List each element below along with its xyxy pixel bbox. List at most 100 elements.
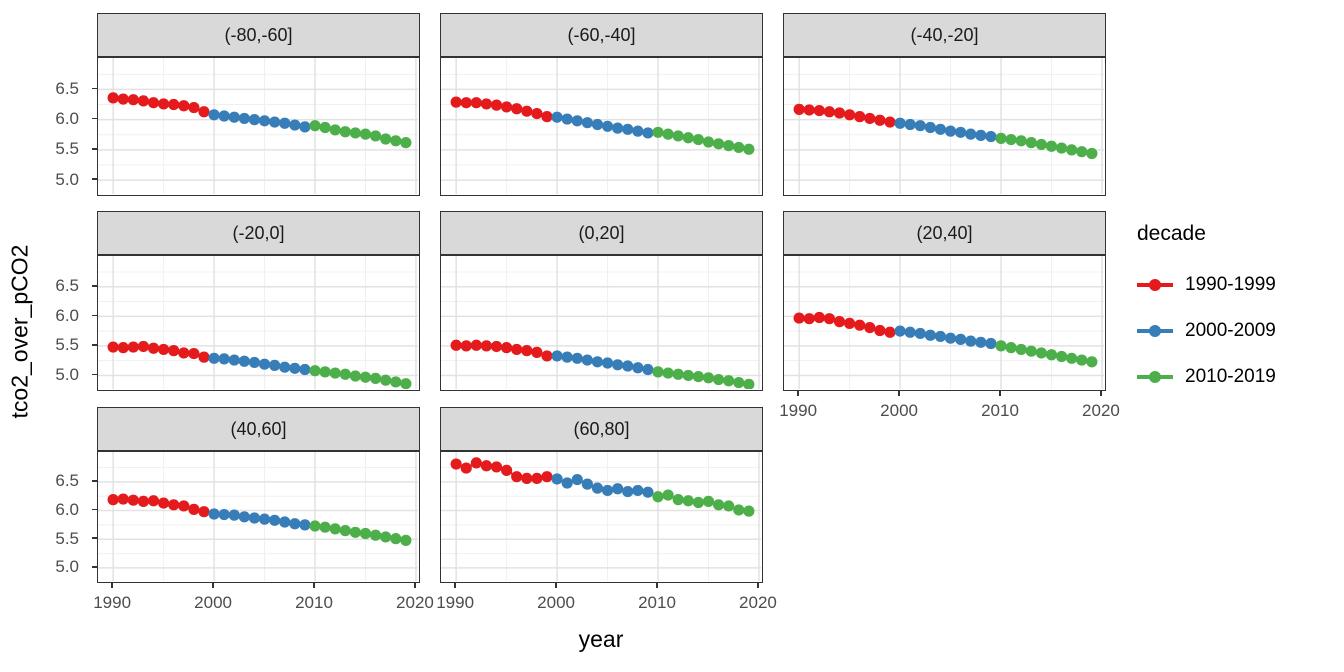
facet-plot-area xyxy=(98,256,418,389)
data-point xyxy=(712,499,725,511)
y-tick-label: 6.0 xyxy=(55,500,79,520)
data-point xyxy=(924,121,936,134)
y-tick-label: 5.0 xyxy=(55,557,79,577)
data-point xyxy=(511,343,523,356)
data-point xyxy=(339,368,351,380)
data-point xyxy=(985,337,997,350)
data-point xyxy=(107,92,119,104)
x-axis-title: year xyxy=(578,626,624,652)
y-tick-mark xyxy=(92,480,97,482)
data-point xyxy=(672,368,684,380)
data-point xyxy=(864,321,876,334)
data-point xyxy=(1055,350,1068,363)
x-tick-label: 2010 xyxy=(981,401,1019,420)
data-point xyxy=(218,110,230,122)
x-tick-label: 2010 xyxy=(295,593,333,612)
data-point xyxy=(1045,349,1058,361)
data-point xyxy=(158,98,170,110)
data-point xyxy=(551,473,563,485)
data-point xyxy=(390,533,402,545)
legend-label: 2010-2019 xyxy=(1185,366,1276,387)
facet-plot-area xyxy=(98,58,418,194)
data-point xyxy=(450,96,462,108)
data-point xyxy=(501,464,513,476)
data-point xyxy=(258,513,271,525)
y-tick-label: 5.0 xyxy=(55,364,79,384)
data-point xyxy=(127,494,139,506)
data-point xyxy=(924,329,936,341)
facet-strip: (-20,0] xyxy=(97,211,420,255)
data-point xyxy=(632,125,644,137)
data-point xyxy=(228,354,240,366)
data-point xyxy=(662,128,674,140)
data-point xyxy=(147,342,160,354)
data-point xyxy=(359,128,372,140)
facet-strip: (60,80] xyxy=(440,407,763,451)
data-point xyxy=(712,138,725,150)
data-point xyxy=(228,509,240,521)
data-point xyxy=(1066,144,1078,156)
facet-plot-area xyxy=(784,58,1104,194)
data-point xyxy=(521,345,533,357)
data-point xyxy=(460,462,472,474)
data-point xyxy=(289,362,301,374)
data-point xyxy=(339,126,351,138)
data-point xyxy=(531,346,543,358)
data-point xyxy=(541,350,553,362)
data-point xyxy=(632,362,644,374)
data-point xyxy=(188,347,200,360)
facet-panel xyxy=(440,451,763,583)
data-point xyxy=(571,352,583,364)
data-point xyxy=(995,132,1007,144)
data-point xyxy=(329,124,341,136)
data-point xyxy=(995,340,1007,352)
data-point xyxy=(400,137,412,149)
data-point xyxy=(1045,140,1058,152)
legend-key-2000-2009-icon xyxy=(1137,318,1173,344)
data-point xyxy=(329,523,341,535)
data-point xyxy=(349,370,361,382)
data-point xyxy=(1066,352,1078,364)
data-point xyxy=(733,504,745,516)
facet-strip-label: (-60,-40] xyxy=(567,24,636,45)
data-point xyxy=(975,336,987,348)
y-tick-label: 5.0 xyxy=(55,169,79,189)
x-tick-label: 2020 xyxy=(396,593,434,612)
data-point xyxy=(813,104,825,117)
data-point xyxy=(107,341,119,353)
data-point xyxy=(601,357,614,369)
facet-panel xyxy=(783,255,1106,391)
data-point xyxy=(723,375,735,387)
y-tick-label: 6.5 xyxy=(55,471,79,491)
data-point xyxy=(944,332,957,344)
x-tick-mark xyxy=(313,583,315,588)
data-point xyxy=(501,101,513,113)
data-point xyxy=(551,350,563,362)
y-tick-mark xyxy=(92,117,97,120)
data-point xyxy=(521,472,533,484)
data-point xyxy=(390,135,402,147)
data-point xyxy=(158,343,170,356)
facet-strip: (20,40] xyxy=(783,211,1106,255)
data-point xyxy=(965,335,977,347)
data-point xyxy=(632,484,644,497)
data-point xyxy=(884,116,896,128)
data-point xyxy=(702,136,715,148)
data-point xyxy=(793,103,805,115)
data-point xyxy=(723,500,735,512)
data-point xyxy=(803,313,815,325)
data-point xyxy=(622,360,634,372)
legend-key-2010-2019-icon xyxy=(1137,364,1173,390)
y-tick-label: 5.5 xyxy=(55,335,79,355)
data-point xyxy=(1076,146,1088,158)
data-point xyxy=(844,109,856,121)
data-point xyxy=(702,495,715,507)
x-tick-label: 2000 xyxy=(537,593,575,612)
x-tick-label: 1990 xyxy=(93,593,132,612)
data-point xyxy=(299,519,311,531)
facet-strip-label: (-80,-60] xyxy=(224,24,293,45)
data-point xyxy=(279,361,291,373)
facet-strip: (-40,-20] xyxy=(783,13,1106,57)
data-point xyxy=(248,114,261,126)
